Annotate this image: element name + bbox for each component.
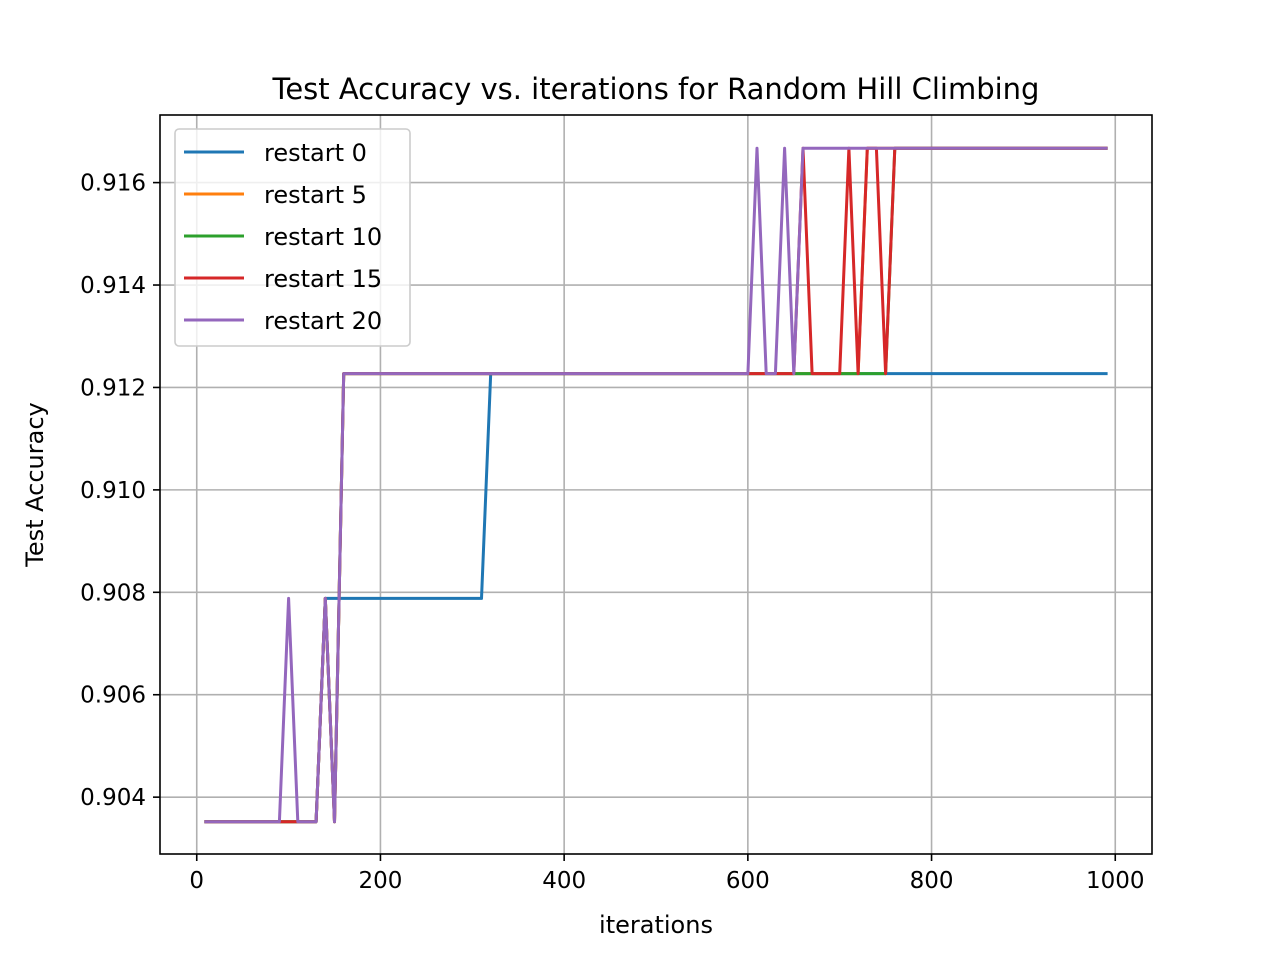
- x-tick-label: 200: [358, 868, 402, 894]
- x-tick-label: 0: [189, 868, 204, 894]
- legend: restart 0 restart 5 restart 10 restart 15 re…: [174, 128, 411, 347]
- legend-label: restart 0: [264, 139, 367, 167]
- legend-box: [174, 128, 411, 347]
- legend-label: restart 15: [264, 265, 382, 293]
- x-axis-label: iterations: [599, 911, 713, 939]
- series-lines: [204, 146, 1108, 824]
- y-tick-label: 0.908: [80, 580, 146, 606]
- y-tick-label: 0.912: [80, 375, 146, 401]
- x-tick-label: 600: [726, 868, 770, 894]
- x-tick-label: 800: [910, 868, 954, 894]
- legend-label: restart 5: [264, 181, 367, 209]
- y-tick-label: 0.914: [80, 273, 146, 299]
- y-tick-label: 0.910: [80, 478, 146, 504]
- x-tick-label: 400: [542, 868, 586, 894]
- x-tick-label: 1000: [1086, 868, 1145, 894]
- y-axis-label: Test Accuracy: [21, 402, 49, 567]
- y-tick-label: 0.916: [80, 171, 146, 197]
- legend-label: restart 20: [264, 307, 382, 335]
- series-line-restart-20: [204, 146, 1108, 824]
- y-tick-label: 0.904: [80, 785, 146, 811]
- axis-ticks: 0 200 400 600 800 1000 0.904 0.906 0.908 0.910 0.9…: [80, 171, 1144, 894]
- legend-label: restart 10: [264, 223, 382, 251]
- y-tick-label: 0.906: [80, 683, 146, 709]
- chart-title: Test Accuracy vs. iterations for Random …: [272, 72, 1040, 106]
- plot-frame: [159, 114, 1153, 855]
